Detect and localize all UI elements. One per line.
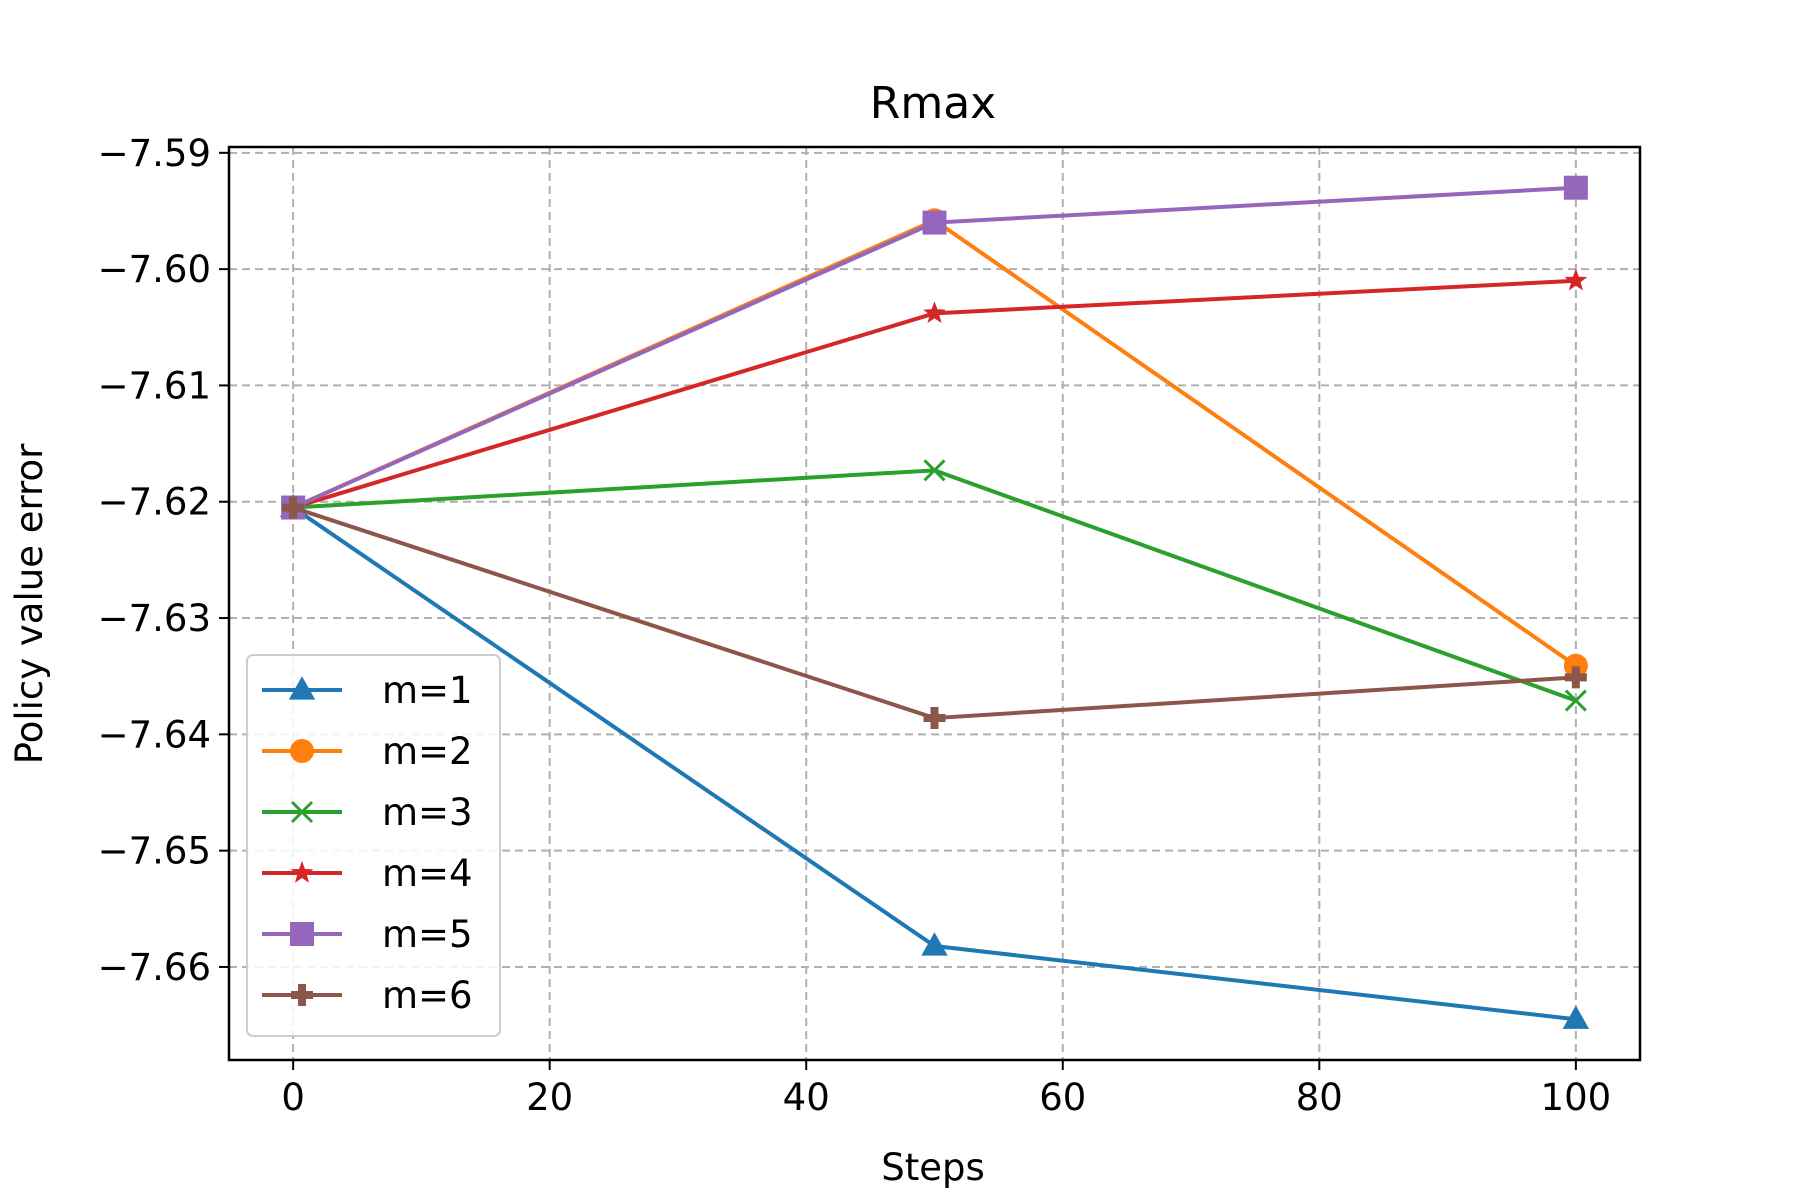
x-tick-label: 0 — [281, 1076, 305, 1119]
marker-x — [1564, 689, 1587, 712]
x-axis-label: Steps — [881, 1146, 985, 1189]
marker-triangle — [921, 932, 948, 956]
marker-x — [923, 459, 946, 482]
legend-item: m=1 — [262, 669, 473, 712]
y-tick-label: −7.66 — [98, 946, 211, 989]
marker-triangle — [288, 676, 316, 700]
series-m=6 — [282, 496, 1587, 730]
series-line — [292, 185, 1576, 510]
marker-star — [1564, 268, 1588, 291]
series-m=4 — [281, 268, 1588, 518]
marker-star — [923, 301, 946, 324]
legend-label: m=2 — [382, 730, 473, 773]
legend-item: m=3 — [262, 791, 473, 834]
marker-x — [290, 800, 314, 824]
marker-circle — [1563, 653, 1588, 678]
x-axis-ticks: 0 20 40 60 80 100 — [281, 1060, 1611, 1119]
y-tick-label: −7.60 — [98, 248, 211, 291]
marker-star — [290, 861, 314, 883]
chart-title: Rmax — [870, 78, 996, 129]
legend-item: m=5 — [262, 913, 473, 956]
marker-plus — [1564, 666, 1587, 689]
legend-label: m=5 — [382, 913, 473, 956]
legend-label: m=4 — [382, 852, 473, 895]
x-tick-label: 60 — [1039, 1076, 1086, 1119]
legend-item: m=6 — [262, 974, 473, 1017]
series-line — [292, 218, 1578, 668]
legend-item: m=4 — [262, 852, 473, 895]
marker-triangle — [1562, 1005, 1590, 1029]
x-tick-label: 20 — [526, 1076, 573, 1119]
marker-square — [290, 922, 314, 946]
x-tick-label: 100 — [1541, 1076, 1612, 1119]
marker-square — [922, 210, 947, 235]
marker-circle — [290, 739, 314, 763]
series-layer — [279, 175, 1590, 1029]
y-tick-label: −7.62 — [98, 481, 211, 524]
legend-label: m=6 — [382, 974, 473, 1017]
series-m=2 — [281, 208, 1588, 678]
y-tick-label: −7.59 — [98, 132, 211, 175]
y-axis-label: Policy value error — [8, 443, 51, 764]
y-tick-label: −7.65 — [98, 830, 211, 873]
marker-plus — [291, 984, 313, 1006]
x-tick-label: 40 — [783, 1076, 830, 1119]
x-tick-label: 80 — [1296, 1076, 1343, 1119]
y-tick-label: −7.61 — [98, 364, 211, 407]
marker-plus — [923, 707, 946, 730]
legend-item: m=2 — [262, 730, 473, 773]
marker-square — [1563, 175, 1588, 200]
y-tick-label: −7.63 — [98, 597, 211, 640]
y-axis-ticks: −7.59 −7.60 −7.61 −7.62 −7.63 −7.64 −7.65 −7.66 — [98, 132, 229, 989]
plot-frame — [227, 145, 1642, 1062]
series-m=5 — [281, 175, 1588, 520]
legend: m=1 m=2 m=3 m=4 m=5 m=6 — [246, 654, 501, 1037]
legend-label: m=3 — [382, 791, 473, 834]
marker-plus — [282, 496, 305, 519]
y-tick-label: −7.64 — [98, 713, 211, 756]
legend-label: m=1 — [382, 669, 473, 712]
